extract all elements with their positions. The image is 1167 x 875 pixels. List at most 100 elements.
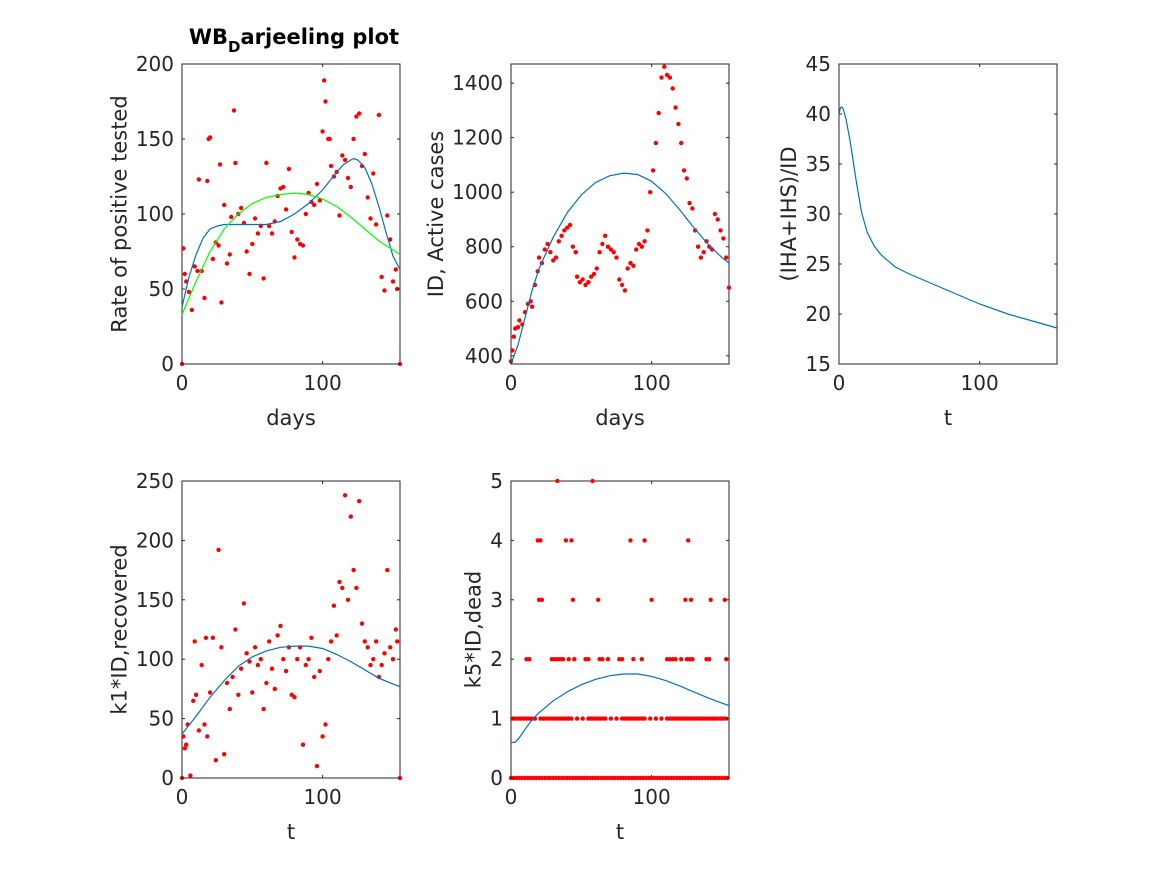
data-point	[393, 627, 398, 632]
data-point	[247, 659, 252, 664]
data-point	[690, 657, 695, 662]
data-point	[614, 255, 619, 260]
data-point	[224, 261, 230, 266]
data-point	[216, 243, 221, 248]
data-point	[718, 228, 723, 233]
data-point	[385, 213, 390, 218]
data-point	[244, 651, 249, 656]
data-point	[659, 75, 664, 80]
data-point	[622, 288, 628, 293]
data-point	[596, 597, 601, 602]
data-point	[603, 716, 608, 721]
data-point	[205, 734, 210, 739]
data-point	[390, 657, 396, 662]
x-tick-label: 0	[505, 785, 518, 809]
y-tick-label: 0	[161, 352, 174, 376]
data-point	[326, 657, 331, 662]
data-point	[182, 271, 187, 277]
data-point	[608, 247, 614, 252]
data-point	[589, 274, 594, 279]
chart-panel: 0 100 400 600 800 1000 1200 1400 days ID, Active …	[424, 63, 732, 430]
chart-panel: 0 100 0 1 2 3 4 5 t k5*ID,dead	[462, 469, 730, 844]
data-point	[642, 239, 647, 244]
data-point	[698, 255, 704, 260]
y-tick-label: 200	[136, 52, 174, 76]
series-line	[511, 673, 730, 743]
data-point	[614, 716, 619, 721]
data-point	[317, 668, 322, 674]
data-point	[314, 181, 320, 187]
data-point	[275, 633, 280, 638]
data-point	[231, 108, 237, 113]
data-point	[385, 567, 390, 573]
plot-area	[508, 64, 732, 365]
data-point	[701, 250, 706, 255]
data-point	[670, 86, 675, 91]
x-tick-label: 100	[304, 785, 342, 809]
data-point	[708, 597, 713, 602]
data-point	[306, 657, 311, 662]
data-point	[320, 129, 325, 134]
data-point	[628, 260, 633, 266]
data-point	[586, 280, 591, 285]
y-tick-label: 200	[136, 528, 174, 552]
y-tick-label: 30	[806, 202, 831, 226]
data-point	[184, 742, 189, 747]
data-point	[191, 698, 196, 703]
y-tick-label: 50	[149, 277, 174, 301]
data-point	[560, 657, 566, 662]
x-tick-label: 0	[833, 371, 846, 395]
data-point	[686, 538, 691, 543]
y-tick-label: 800	[465, 235, 503, 259]
chart-title-main: WB	[189, 25, 228, 49]
data-point	[295, 657, 300, 662]
data-point	[323, 722, 328, 727]
data-point	[625, 266, 630, 271]
x-tick-label: 100	[633, 785, 671, 809]
data-point	[574, 716, 580, 721]
y-tick-label: 400	[465, 344, 503, 368]
y-axis-label: ID, Active cases	[424, 131, 448, 298]
data-point	[388, 645, 393, 650]
data-point	[653, 716, 659, 721]
data-point	[570, 597, 576, 602]
data-point	[676, 121, 681, 127]
data-point	[250, 690, 255, 695]
data-point	[548, 250, 553, 255]
data-point	[328, 639, 334, 644]
data-point	[527, 657, 532, 662]
data-point	[278, 623, 283, 629]
data-point	[272, 686, 277, 692]
y-tick-label: 150	[136, 127, 174, 151]
data-point	[580, 277, 585, 282]
data-point	[538, 538, 543, 543]
data-point	[510, 348, 515, 353]
data-point	[600, 241, 605, 247]
data-point	[342, 493, 348, 498]
plot-box	[510, 480, 730, 779]
plot-area	[838, 106, 1058, 329]
data-point	[337, 579, 342, 585]
data-point	[659, 716, 664, 721]
data-point	[351, 567, 356, 573]
data-point	[327, 136, 332, 142]
data-point	[553, 255, 559, 260]
data-point	[679, 657, 684, 662]
data-point	[695, 244, 701, 249]
y-axis-label: k5*ID,dead	[462, 571, 486, 689]
data-point	[690, 206, 695, 211]
data-point	[603, 233, 608, 238]
y-tick-label: 1	[490, 707, 503, 731]
data-point	[216, 547, 221, 553]
data-point	[376, 112, 382, 118]
data-point	[236, 692, 241, 697]
data-point	[264, 160, 269, 166]
plot-box	[510, 63, 730, 365]
data-point	[264, 680, 269, 686]
x-tick-label: 0	[505, 371, 518, 395]
data-point	[642, 716, 647, 721]
data-point	[572, 657, 577, 662]
data-point	[340, 153, 345, 158]
data-point	[555, 478, 560, 484]
